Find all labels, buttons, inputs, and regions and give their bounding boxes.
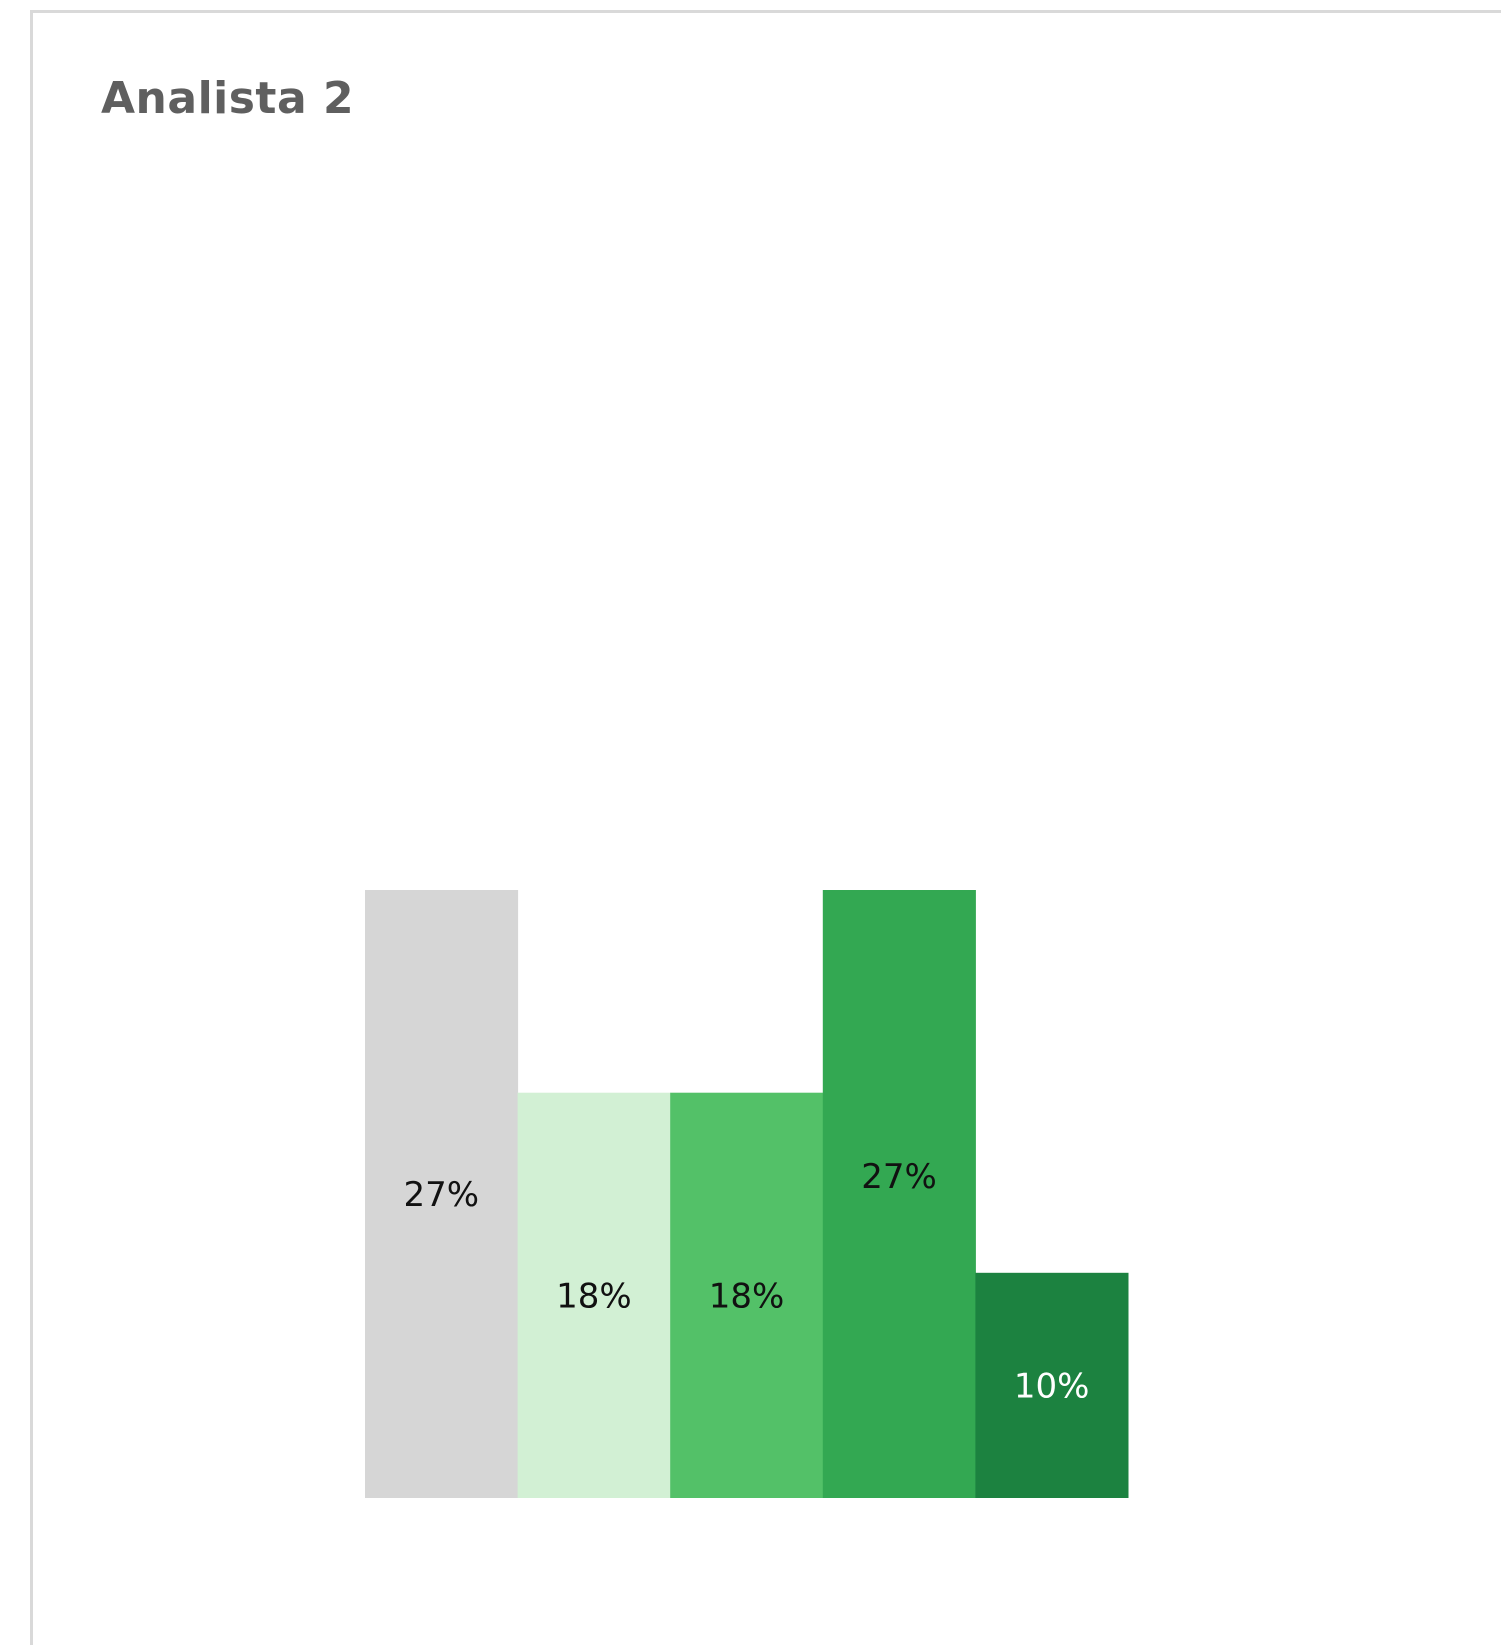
bar-2-value-label: 18% [556, 1276, 632, 1316]
bar-3-value-label: 18% [709, 1276, 785, 1316]
bar-2 [517, 1092, 671, 1498]
bar-1 [365, 890, 519, 1498]
bar-4-value-label: 27% [861, 1157, 937, 1197]
chart-title: Analista 2 [101, 73, 355, 124]
bar-1-value-label: 27% [404, 1175, 480, 1215]
bar-5-value-label: 10% [1014, 1366, 1090, 1406]
chart-card: Analista 2 27% 18% 18% 27% 10% [30, 10, 1501, 1645]
bar-chart: 27% 18% 18% 27% 10% [365, 890, 1129, 1498]
bar-5 [975, 1272, 1129, 1498]
bar-4 [822, 890, 976, 1498]
bar-3 [670, 1092, 824, 1498]
